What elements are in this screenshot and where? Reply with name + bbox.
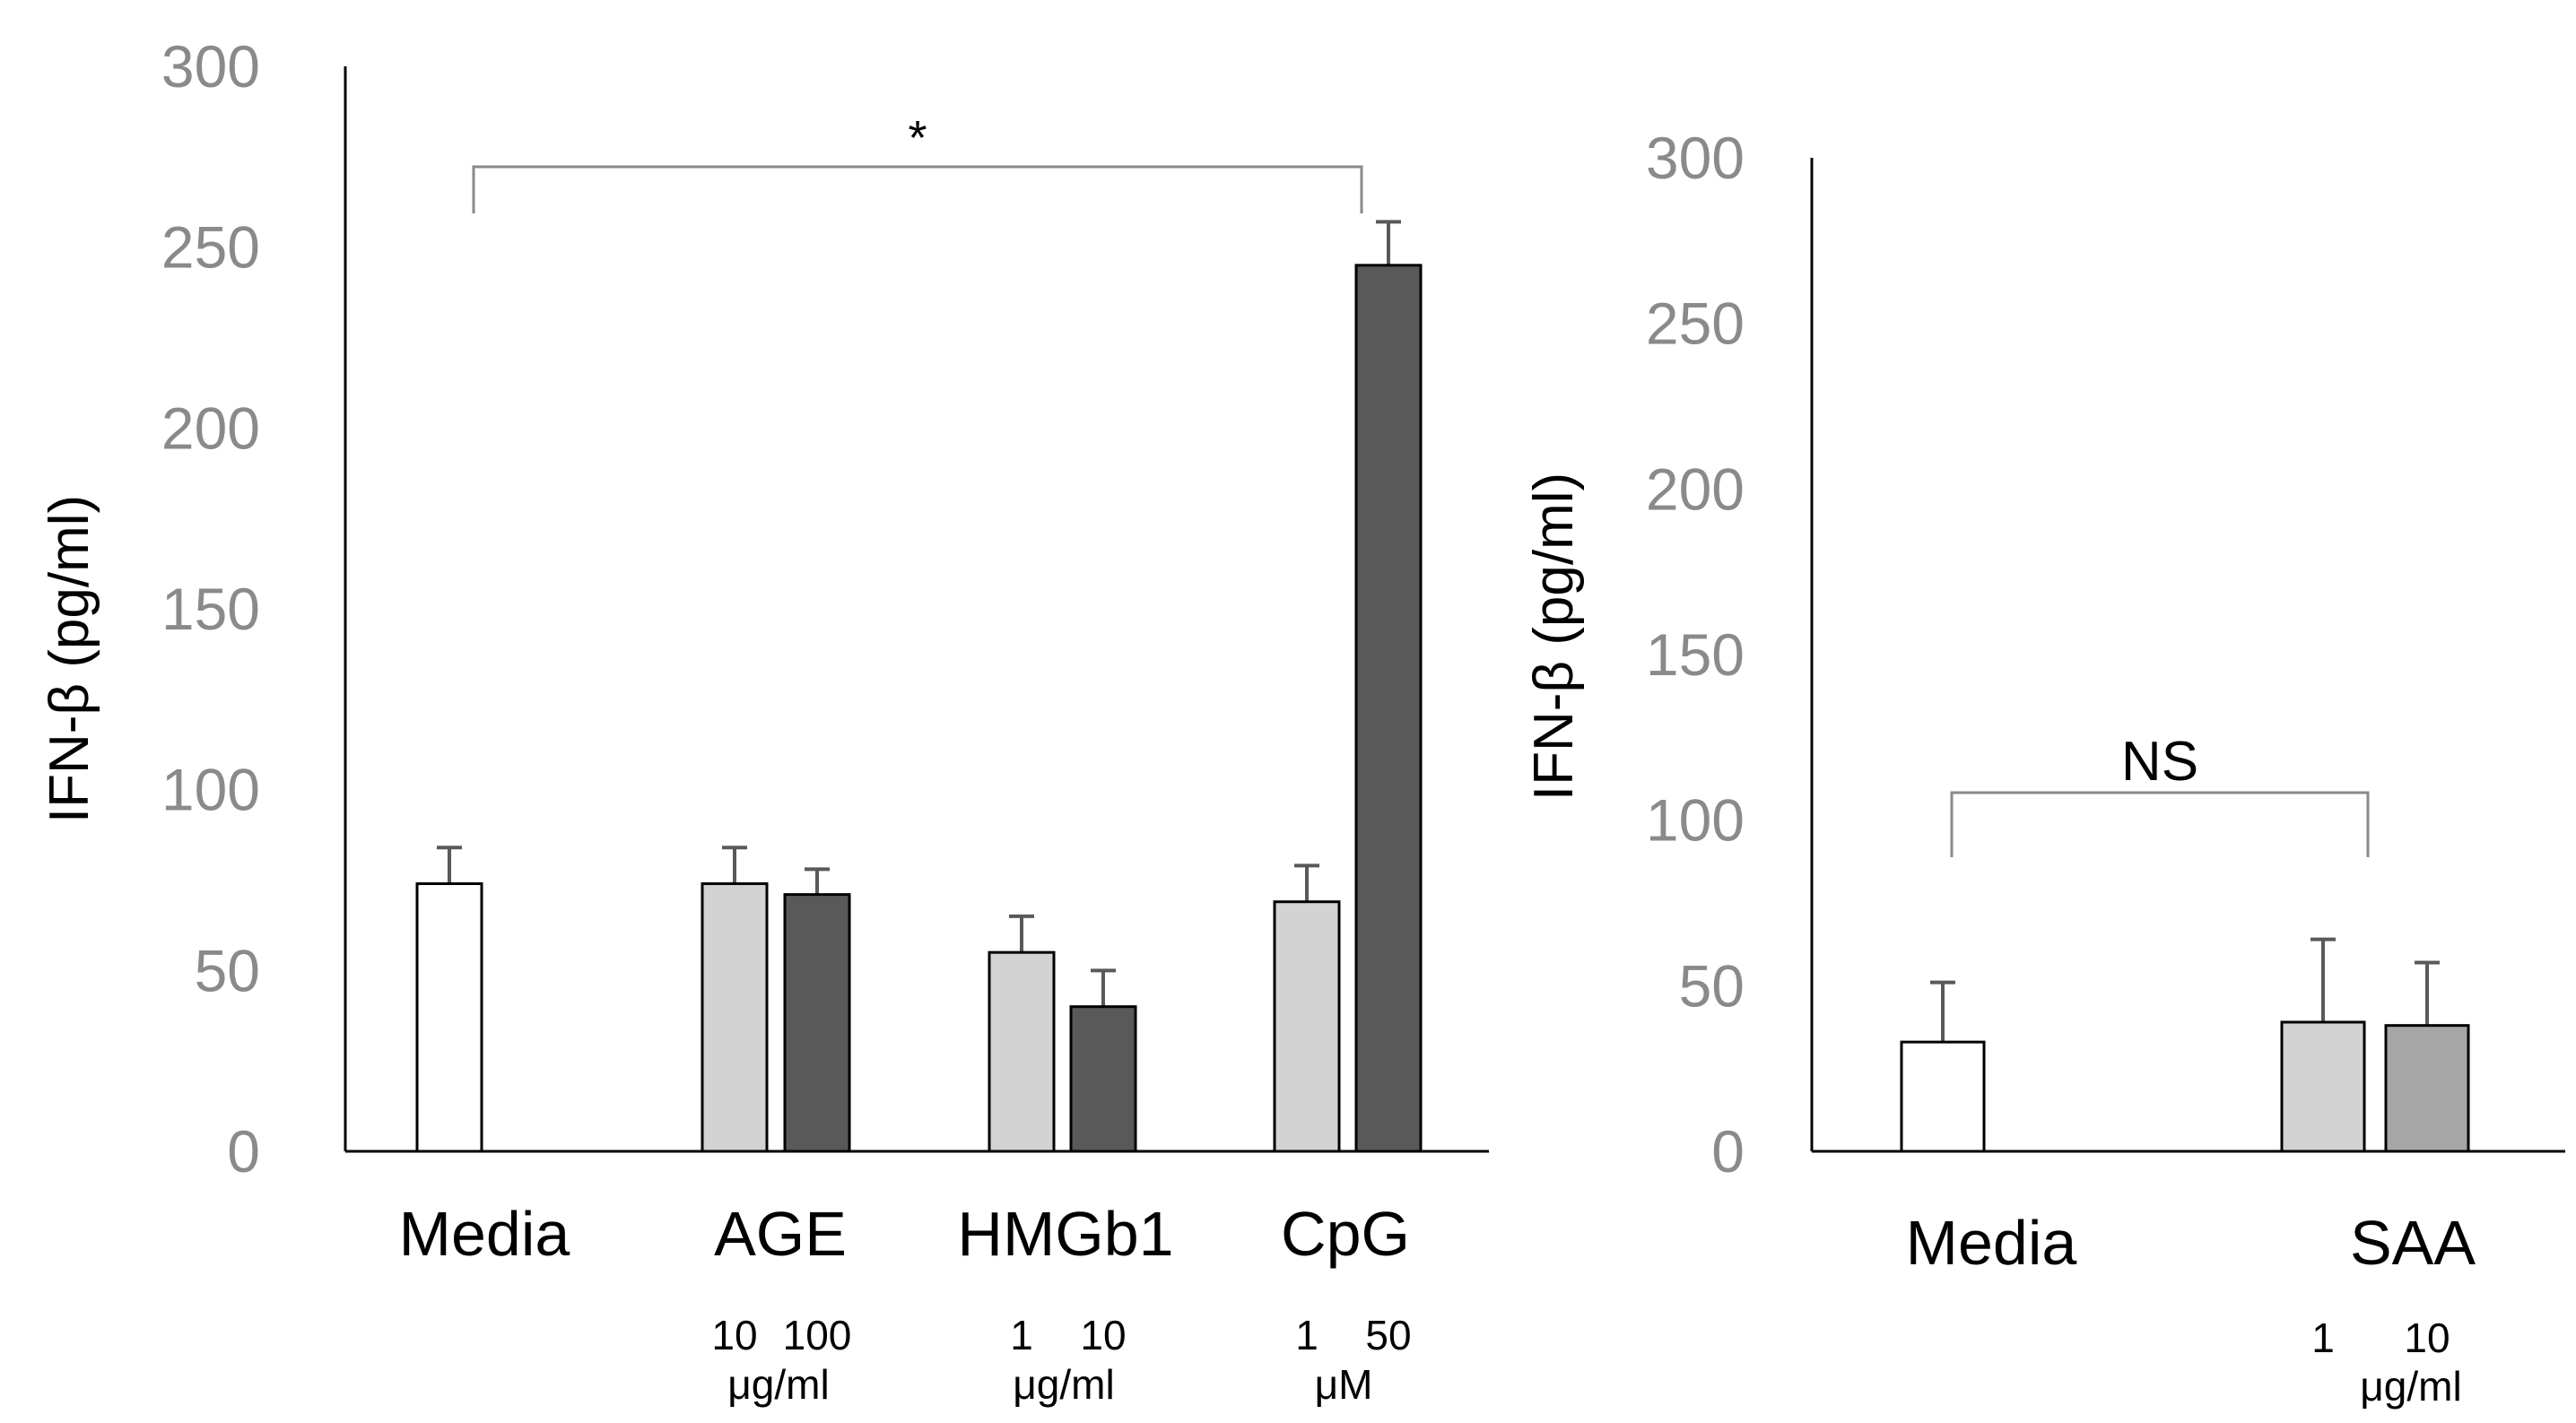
category-label: CpG <box>1281 1199 1410 1269</box>
y-tick-label: 50 <box>1679 952 1745 1019</box>
y-tick-label: 100 <box>161 757 260 823</box>
y-tick-label: 150 <box>1646 621 1745 688</box>
y-tick-label: 0 <box>227 1118 260 1184</box>
y-tick-label: 200 <box>161 395 260 461</box>
y-tick-label: 0 <box>1711 1118 1745 1184</box>
dose-label: 10 <box>711 1312 757 1358</box>
category-label: SAA <box>2350 1208 2476 1278</box>
dose-label: 10 <box>2404 1315 2450 1361</box>
bar-saa-1 <box>2280 1020 2366 1153</box>
bar-age-10 <box>701 882 769 1153</box>
dose-label: 10 <box>1080 1312 1126 1358</box>
bar-media <box>1900 1040 1986 1153</box>
bar-cpg-50 <box>1354 264 1423 1153</box>
bar-cpg-1 <box>1273 900 1341 1153</box>
unit-label: μg/ml <box>1013 1361 1114 1408</box>
y-tick-label: 300 <box>161 33 260 100</box>
unit-label: μM <box>1315 1361 1373 1408</box>
y-axis-title: IFN-β (pg/ml) <box>39 495 100 823</box>
bar-age-100 <box>783 893 851 1153</box>
significance-label: NS <box>2121 731 2198 793</box>
dose-label: 1 <box>2311 1315 2335 1361</box>
y-tick-label: 50 <box>195 937 260 1003</box>
unit-label: μg/ml <box>2360 1363 2461 1410</box>
y-tick-label: 100 <box>1646 787 1745 854</box>
significance-bracket <box>472 165 1363 213</box>
bar-saa-10 <box>2384 1024 2470 1153</box>
category-label: Media <box>1906 1208 2077 1278</box>
dose-label: 50 <box>1365 1312 1411 1358</box>
category-label: HMGb1 <box>957 1199 1173 1269</box>
y-tick-label: 250 <box>161 214 260 281</box>
dose-label: 1 <box>1010 1312 1033 1358</box>
category-label: AGE <box>714 1199 847 1269</box>
right-panel: IFN-β (pg/ml) 0 50 100 150 200 250 300 Media SAA 1… <box>1523 125 2565 1410</box>
y-tick-label: 300 <box>1646 125 1745 191</box>
bar-hmgb1-1 <box>988 950 1056 1153</box>
bar-media <box>415 882 483 1153</box>
dose-label: 100 <box>783 1312 852 1358</box>
bar-hmgb1-10 <box>1069 1005 1137 1153</box>
unit-label: μg/ml <box>727 1361 829 1408</box>
y-tick-label: 150 <box>161 576 260 642</box>
significance-bracket <box>1950 791 2370 857</box>
y-tick-label: 200 <box>1646 456 1745 522</box>
dose-label: 1 <box>1295 1312 1318 1358</box>
y-axis-title: IFN-β (pg/ml) <box>1523 473 1585 801</box>
significance-label: * <box>908 111 927 165</box>
y-tick-label: 250 <box>1646 291 1745 357</box>
category-label: Media <box>399 1199 570 1269</box>
